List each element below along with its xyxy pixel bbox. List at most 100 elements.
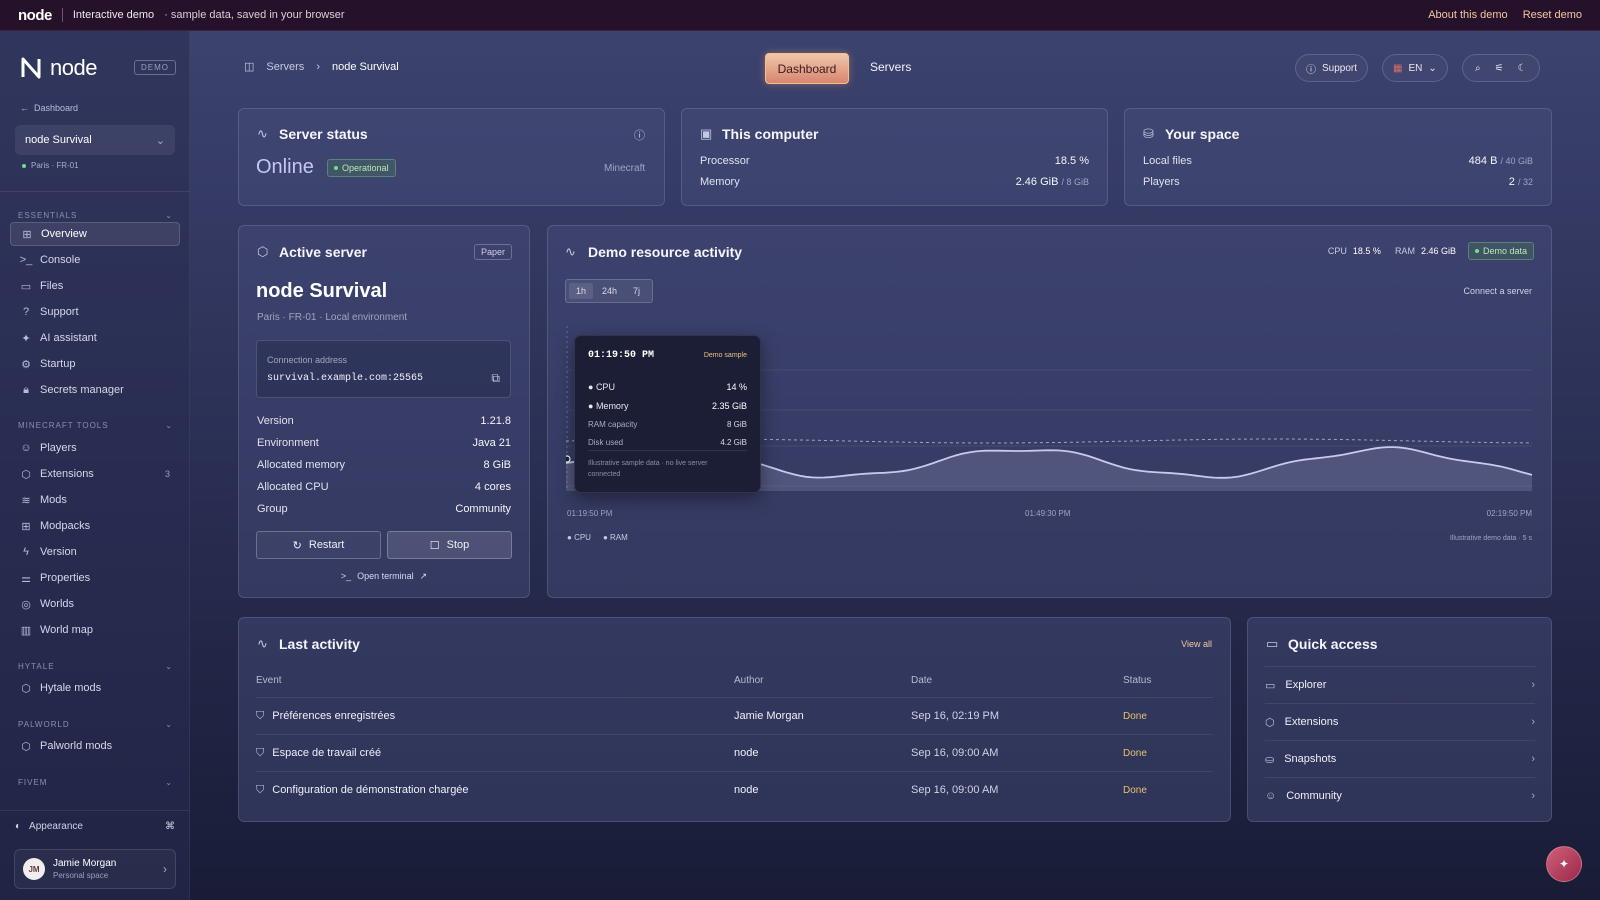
server-type-tag: Paper	[473, 244, 512, 260]
grid-icon: ⊞	[21, 520, 31, 533]
sidebar-item-support[interactable]: ? Support	[10, 300, 180, 324]
table-row[interactable]: ⛉ Configuration de démonstration chargée …	[256, 771, 1213, 808]
palette-icon: ◐	[15, 821, 22, 832]
section-fivem[interactable]: FIVEM ⌄	[18, 778, 173, 787]
sidebar-item-modpacks[interactable]: ⊞ Modpacks	[10, 514, 180, 538]
copy-icon[interactable]: ⧉	[491, 371, 500, 385]
tooltip-disk-label: Disk used	[588, 438, 624, 447]
sidebar-item-label: Console	[40, 254, 81, 266]
sidebar-item-worlds[interactable]: ◎ Worlds	[10, 592, 180, 616]
breadcrumb-servers-link[interactable]: Servers	[266, 60, 305, 73]
support-button[interactable]: ⓘ Support	[1295, 54, 1369, 82]
terminal-icon: >_	[340, 571, 352, 581]
section-hytale[interactable]: HYTALE ⌄	[18, 662, 173, 671]
user-profile-button[interactable]: JM Jamie Morgan Personal space ›	[14, 849, 176, 889]
user-space: Personal space	[53, 871, 109, 880]
sidebar-item-world-map[interactable]: ▥ World map	[10, 618, 180, 642]
stop-button[interactable]: ☐ Stop	[387, 531, 512, 559]
tooltip-capacity-label: RAM capacity	[588, 420, 638, 429]
server-selector[interactable]: node Survival ⌄	[15, 125, 175, 155]
quick-access-extensions[interactable]: ⬡ Extensions ›	[1265, 703, 1535, 740]
card-title: Quick access	[1288, 636, 1378, 652]
allocated-cpu-value: 4 cores	[474, 481, 511, 493]
connection-address[interactable]: survival.example.com:25565	[267, 373, 424, 384]
ram-label: RAM	[1394, 246, 1415, 256]
legend-ram-label: RAM	[610, 533, 628, 542]
hover-point	[566, 455, 571, 463]
legend-ram: ● RAM	[602, 533, 628, 542]
server-location: Paris · FR-01	[22, 161, 79, 170]
sidebar-item-console[interactable]: >_ Console	[10, 248, 180, 272]
flag-uk-icon: ▦	[1393, 62, 1403, 74]
tooltip-cpu-text: CPU	[595, 382, 615, 392]
sidebar-item-files[interactable]: ▭ Files	[10, 274, 180, 298]
divider	[0, 810, 190, 811]
sidebar-toggle-icon[interactable]: ◫	[244, 61, 255, 73]
active-server-card: ⬡ Active server Paper Paris · FR-01 · Lo…	[238, 225, 530, 598]
refresh-icon: ↻	[292, 539, 302, 552]
quick-access-snapshots[interactable]: ⛀ Snapshots ›	[1265, 740, 1535, 777]
chevron-down-icon: ⌄	[1428, 62, 1437, 74]
sidebar-item-extensions[interactable]: ⬡ Extensions 3	[10, 462, 180, 486]
sidebar-item-players[interactable]: ☺ Players	[10, 436, 180, 460]
section-palworld[interactable]: PALWORLD ⌄	[18, 720, 173, 729]
section-title: ESSENTIALS	[18, 211, 78, 220]
sidebar-item-palworld-mods[interactable]: ⬡ Palworld mods	[10, 734, 180, 758]
language-selector[interactable]: ▦ EN ⌄	[1382, 54, 1448, 82]
quick-access-community[interactable]: ☺ Community ›	[1265, 777, 1535, 814]
sidebar-item-properties[interactable]: ⚌ Properties	[10, 566, 180, 590]
language-label: EN	[1408, 62, 1423, 74]
breadcrumb: ◫ Servers › node Survival	[244, 60, 399, 74]
sidebar-item-hytale-mods[interactable]: ⬡ Hytale mods	[10, 676, 180, 700]
network-icon[interactable]: ⌘	[165, 821, 175, 832]
reset-demo-link[interactable]: Reset demo	[1522, 9, 1582, 21]
table-row[interactable]: ⛉ Préférences enregistrées Jamie Morgan S…	[256, 697, 1213, 734]
about-demo-link[interactable]: About this demo	[1428, 9, 1508, 21]
ai-assistant-fab[interactable]: ✦	[1546, 846, 1582, 882]
local-files-value-group: 484 B / 40 GiB	[1469, 155, 1533, 167]
server-selector-label: node Survival	[25, 134, 92, 146]
map-icon: ▥	[20, 624, 32, 637]
range-tab-7j[interactable]: 7j	[633, 286, 641, 296]
table-row[interactable]: ⛉ Espace de travail créé node Sep 16, 09:…	[256, 734, 1213, 771]
demo-badge: DEMO	[134, 60, 176, 75]
app-logo[interactable]: node	[20, 55, 97, 81]
chevron-right-icon: ›	[1531, 790, 1535, 802]
search-icon[interactable]: ⌕	[1475, 62, 1481, 74]
memory-label: Memory	[700, 176, 740, 188]
view-all-link[interactable]: View all	[1181, 639, 1212, 649]
back-to-dashboard-link[interactable]: ← Dashboard	[20, 103, 78, 113]
layers-icon: ≋	[21, 494, 31, 507]
tab-dashboard[interactable]: Dashboard	[765, 53, 849, 84]
sidebar-item-startup[interactable]: ⚙ Startup	[10, 352, 180, 376]
range-tab-1h[interactable]: 1h	[569, 283, 594, 299]
sidebar-item-ai-assistant[interactable]: ✦ AI assistant	[10, 326, 180, 350]
sidebar-item-version[interactable]: ϟ Version	[10, 540, 180, 564]
card-title: Last activity	[279, 636, 360, 652]
tab-servers[interactable]: Servers	[870, 60, 912, 74]
restart-button[interactable]: ↻ Restart	[256, 531, 381, 559]
quick-access-explorer[interactable]: ▭ Explorer ›	[1265, 666, 1535, 703]
sidebar-item-label: Version	[40, 546, 77, 558]
settings-sliders-icon[interactable]: ⚟	[1494, 62, 1504, 74]
open-terminal-link[interactable]: >_ Open terminal ↗	[239, 571, 529, 582]
sidebar-item-mods[interactable]: ≋ Mods	[10, 488, 180, 512]
range-tab-24h[interactable]: 24h	[602, 286, 618, 296]
moon-icon[interactable]: ☾	[1517, 62, 1527, 74]
sidebar-item-secrets-manager[interactable]: 🔒︎ Secrets manager	[10, 378, 180, 402]
appearance-toggle[interactable]: ◐ Appearance ⌘	[15, 821, 175, 832]
memory-total: / 8 GiB	[1061, 177, 1089, 187]
event-text: Préférences enregistrées	[272, 710, 396, 722]
section-minecraft-tools[interactable]: MINECRAFT TOOLS ⌄	[18, 421, 173, 430]
column-header: Status	[1123, 675, 1152, 686]
sidebar-item-overview[interactable]: ⊞ Overview	[10, 222, 180, 246]
quick-access-label: Snapshots	[1284, 753, 1337, 765]
section-essentials[interactable]: ESSENTIALS ⌄	[18, 211, 173, 220]
cpu-area	[566, 447, 1532, 491]
event-cell: ⛉ Configuration de démonstration chargée	[256, 784, 734, 797]
players-label: Players	[1143, 176, 1180, 188]
info-icon[interactable]: ⓘ	[634, 130, 645, 142]
connect-server-link[interactable]: Connect a server	[1463, 286, 1532, 296]
tooltip-capacity-value: 8 GiB	[726, 420, 747, 429]
chevron-down-icon: ⌄	[165, 720, 173, 729]
